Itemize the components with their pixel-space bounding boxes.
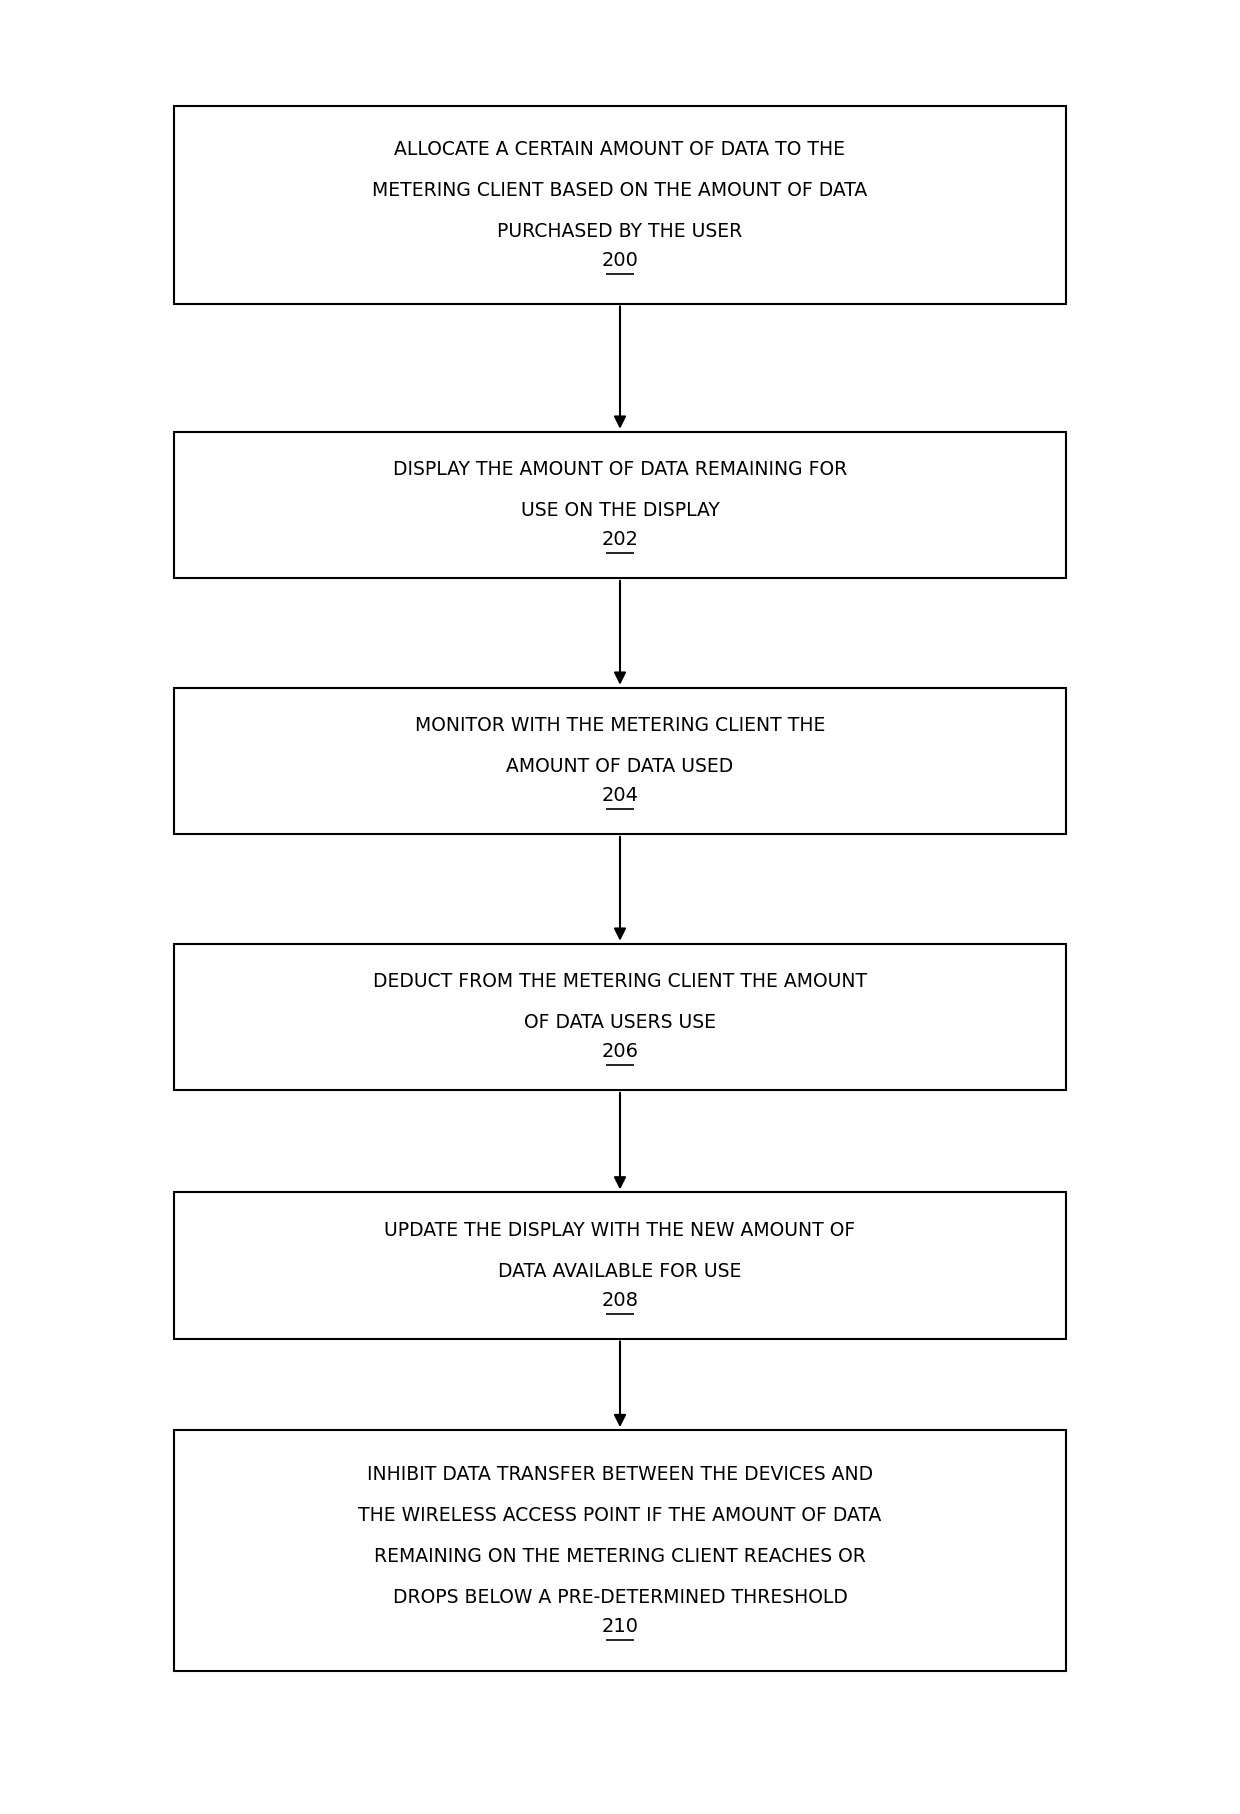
Text: REMAINING ON THE METERING CLIENT REACHES OR: REMAINING ON THE METERING CLIENT REACHES… — [374, 1547, 866, 1565]
Text: 210: 210 — [601, 1618, 639, 1636]
FancyBboxPatch shape — [174, 105, 1066, 303]
FancyBboxPatch shape — [174, 943, 1066, 1090]
Text: 200: 200 — [601, 250, 639, 270]
Text: 206: 206 — [601, 1043, 639, 1061]
FancyBboxPatch shape — [174, 1429, 1066, 1671]
Text: MONITOR WITH THE METERING CLIENT THE: MONITOR WITH THE METERING CLIENT THE — [415, 717, 825, 735]
Text: ALLOCATE A CERTAIN AMOUNT OF DATA TO THE: ALLOCATE A CERTAIN AMOUNT OF DATA TO THE — [394, 140, 846, 158]
Text: INHIBIT DATA TRANSFER BETWEEN THE DEVICES AND: INHIBIT DATA TRANSFER BETWEEN THE DEVICE… — [367, 1466, 873, 1484]
Text: DISPLAY THE AMOUNT OF DATA REMAINING FOR: DISPLAY THE AMOUNT OF DATA REMAINING FOR — [393, 461, 847, 479]
Text: 204: 204 — [601, 785, 639, 805]
FancyBboxPatch shape — [174, 1192, 1066, 1339]
Text: METERING CLIENT BASED ON THE AMOUNT OF DATA: METERING CLIENT BASED ON THE AMOUNT OF D… — [372, 181, 868, 200]
FancyBboxPatch shape — [174, 432, 1066, 579]
Text: USE ON THE DISPLAY: USE ON THE DISPLAY — [521, 501, 719, 521]
Text: DROPS BELOW A PRE-DETERMINED THRESHOLD: DROPS BELOW A PRE-DETERMINED THRESHOLD — [393, 1587, 847, 1607]
FancyBboxPatch shape — [174, 688, 1066, 834]
Text: UPDATE THE DISPLAY WITH THE NEW AMOUNT OF: UPDATE THE DISPLAY WITH THE NEW AMOUNT O… — [384, 1221, 856, 1239]
Text: DEDUCT FROM THE METERING CLIENT THE AMOUNT: DEDUCT FROM THE METERING CLIENT THE AMOU… — [373, 972, 867, 990]
Text: THE WIRELESS ACCESS POINT IF THE AMOUNT OF DATA: THE WIRELESS ACCESS POINT IF THE AMOUNT … — [358, 1506, 882, 1526]
Text: OF DATA USERS USE: OF DATA USERS USE — [525, 1012, 715, 1032]
Text: PURCHASED BY THE USER: PURCHASED BY THE USER — [497, 221, 743, 241]
Text: DATA AVAILABLE FOR USE: DATA AVAILABLE FOR USE — [498, 1263, 742, 1281]
Text: AMOUNT OF DATA USED: AMOUNT OF DATA USED — [506, 756, 734, 776]
Text: 202: 202 — [601, 530, 639, 550]
Text: 208: 208 — [601, 1292, 639, 1310]
